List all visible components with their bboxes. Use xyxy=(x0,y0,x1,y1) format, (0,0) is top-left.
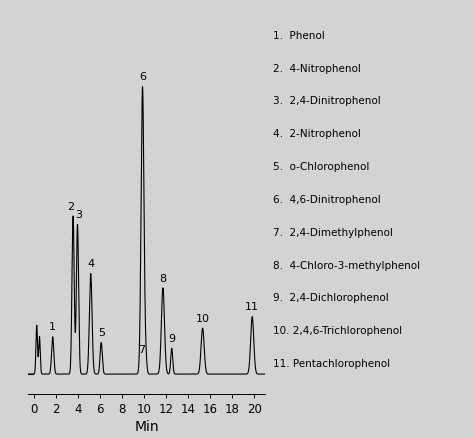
Text: 5.  o-Chlorophenol: 5. o-Chlorophenol xyxy=(273,162,369,172)
Text: 6.  4,6-Dinitrophenol: 6. 4,6-Dinitrophenol xyxy=(273,195,380,205)
Text: 11. Pentachlorophenol: 11. Pentachlorophenol xyxy=(273,359,390,369)
Text: 7: 7 xyxy=(138,346,146,355)
Text: 5: 5 xyxy=(98,328,105,338)
Text: 8.  4-Chloro-3-methylphenol: 8. 4-Chloro-3-methylphenol xyxy=(273,261,419,271)
Text: 2.  4-Nitrophenol: 2. 4-Nitrophenol xyxy=(273,64,360,74)
Text: 8: 8 xyxy=(159,274,166,283)
Text: 9.  2,4-Dichlorophenol: 9. 2,4-Dichlorophenol xyxy=(273,293,388,304)
Text: 9: 9 xyxy=(168,334,175,344)
Text: 6: 6 xyxy=(139,72,146,82)
Text: 2: 2 xyxy=(67,202,74,212)
Text: 1.  Phenol: 1. Phenol xyxy=(273,31,324,41)
Text: 7.  2,4-Dimethylphenol: 7. 2,4-Dimethylphenol xyxy=(273,228,392,238)
Text: 3: 3 xyxy=(76,210,82,220)
Text: 10: 10 xyxy=(196,314,210,324)
Text: 4.  2-Nitrophenol: 4. 2-Nitrophenol xyxy=(273,129,360,139)
Text: 10. 2,4,6-Trichlorophenol: 10. 2,4,6-Trichlorophenol xyxy=(273,326,401,336)
Text: 3.  2,4-Dinitrophenol: 3. 2,4-Dinitrophenol xyxy=(273,96,380,106)
X-axis label: Min: Min xyxy=(135,420,159,434)
Text: 4: 4 xyxy=(87,259,94,269)
Text: 11: 11 xyxy=(245,302,259,312)
Text: 1: 1 xyxy=(49,322,56,332)
